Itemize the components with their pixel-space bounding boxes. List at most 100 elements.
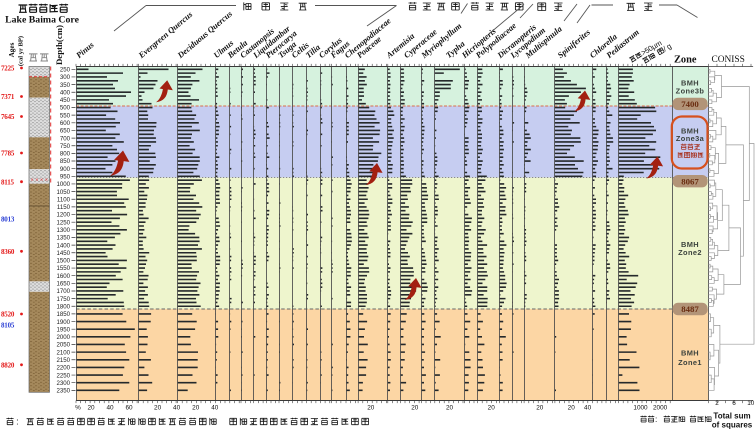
svg-text:550: 550: [60, 112, 71, 119]
svg-text:g: g: [665, 41, 673, 51]
svg-text:40: 40: [584, 405, 592, 412]
svg-text:40: 40: [211, 405, 219, 412]
svg-text:6: 6: [732, 400, 736, 407]
svg-text:2250: 2250: [56, 372, 70, 379]
svg-text:750: 750: [60, 143, 71, 150]
svg-text:950: 950: [60, 174, 71, 181]
svg-text:1650: 1650: [56, 281, 70, 288]
svg-text:(cal yr BP): (cal yr BP): [18, 36, 25, 66]
svg-text:20: 20: [411, 405, 419, 412]
svg-text:450: 450: [60, 97, 71, 104]
svg-text:Zone3a: Zone3a: [676, 134, 705, 143]
svg-text:2200: 2200: [56, 365, 70, 372]
svg-text:20: 20: [488, 405, 496, 412]
svg-text:250: 250: [60, 67, 71, 74]
svg-text:20: 20: [154, 405, 162, 412]
svg-text:Zone: Zone: [674, 55, 697, 66]
svg-text:8820: 8820: [1, 361, 15, 369]
svg-text:8487: 8487: [681, 304, 699, 314]
svg-text:Ages: Ages: [8, 42, 16, 57]
svg-text:7645: 7645: [1, 113, 15, 121]
svg-text:2000: 2000: [653, 405, 668, 412]
svg-text:1450: 1450: [56, 250, 70, 257]
svg-text:1000: 1000: [633, 405, 648, 412]
svg-text:800: 800: [60, 151, 71, 158]
svg-text:700: 700: [60, 135, 71, 142]
svg-text:1400: 1400: [56, 242, 70, 249]
svg-text:20: 20: [367, 405, 375, 412]
svg-text:500: 500: [60, 105, 71, 112]
svg-text:1300: 1300: [56, 227, 70, 234]
svg-text:400: 400: [60, 89, 71, 96]
svg-text:1550: 1550: [56, 265, 70, 272]
svg-text:7400: 7400: [681, 99, 699, 109]
svg-text:1350: 1350: [56, 235, 70, 242]
svg-text:>: >: [640, 47, 649, 57]
svg-text:1500: 1500: [56, 258, 70, 265]
svg-text:7225: 7225: [1, 65, 15, 73]
svg-text:7785: 7785: [1, 150, 15, 158]
svg-text:8013: 8013: [1, 216, 15, 224]
svg-text:1150: 1150: [57, 204, 71, 211]
svg-text:2050: 2050: [56, 342, 70, 349]
svg-text:BMH: BMH: [681, 348, 699, 357]
svg-text:8520: 8520: [1, 311, 15, 319]
svg-text:1950: 1950: [56, 326, 70, 333]
svg-text:20: 20: [536, 405, 544, 412]
svg-text:1050: 1050: [56, 189, 70, 196]
svg-text:850: 850: [60, 158, 71, 165]
svg-text:Depth(cm): Depth(cm): [54, 25, 64, 65]
svg-text:20: 20: [192, 405, 200, 412]
svg-text:40: 40: [173, 405, 181, 412]
svg-text:Zone3b: Zone3b: [676, 86, 705, 95]
svg-text:600: 600: [60, 120, 71, 127]
svg-text:BMH: BMH: [681, 240, 699, 249]
svg-text:µ: µ: [650, 41, 659, 51]
svg-text:20: 20: [87, 405, 95, 412]
svg-text:1200: 1200: [56, 212, 70, 219]
svg-text:2150: 2150: [56, 357, 70, 364]
svg-text:0: 0: [646, 43, 654, 53]
svg-text:8067: 8067: [681, 176, 699, 186]
svg-text:7371: 7371: [1, 93, 15, 101]
svg-text:Zone2: Zone2: [678, 248, 702, 257]
svg-text:m: m: [653, 38, 663, 49]
svg-text:2: 2: [715, 400, 719, 407]
svg-text:900: 900: [60, 166, 71, 173]
svg-text:× × × ×: × × × ×: [31, 178, 48, 184]
svg-text:10: 10: [747, 400, 755, 407]
svg-text:20: 20: [568, 405, 576, 412]
svg-text:/: /: [661, 44, 668, 53]
svg-text:Zone1: Zone1: [678, 358, 702, 367]
svg-text:8115: 8115: [1, 178, 15, 186]
svg-text:2000: 2000: [56, 334, 70, 341]
svg-text:1750: 1750: [56, 296, 70, 303]
svg-text:60: 60: [125, 405, 133, 412]
svg-text:650: 650: [60, 128, 71, 135]
svg-text:5: 5: [643, 45, 651, 55]
svg-text:8360: 8360: [1, 248, 15, 256]
svg-text:BMH: BMH: [681, 78, 699, 87]
svg-text:20: 20: [446, 405, 454, 412]
svg-text:300: 300: [60, 74, 71, 81]
svg-text:40: 40: [106, 405, 114, 412]
svg-text:350: 350: [60, 82, 71, 89]
svg-text:%: %: [75, 405, 81, 412]
svg-text:2300: 2300: [56, 380, 70, 387]
svg-text:8105: 8105: [1, 322, 15, 330]
svg-text:1900: 1900: [56, 319, 70, 326]
svg-text:1850: 1850: [56, 311, 70, 318]
svg-text:CONISS: CONISS: [712, 55, 745, 65]
svg-text:2350: 2350: [56, 388, 70, 395]
svg-text::: :: [655, 414, 657, 424]
svg-text:Total sum: Total sum: [713, 412, 750, 421]
svg-text:1700: 1700: [56, 288, 70, 295]
svg-text:2100: 2100: [56, 349, 70, 356]
svg-text:of squares: of squares: [712, 421, 753, 430]
svg-text:BMH: BMH: [681, 126, 699, 135]
svg-text:1100: 1100: [57, 196, 71, 203]
svg-text:1000: 1000: [56, 181, 70, 188]
svg-text:Lake Baima Core: Lake Baima Core: [5, 15, 79, 26]
svg-text:1250: 1250: [56, 219, 70, 226]
svg-text:1600: 1600: [56, 273, 70, 280]
